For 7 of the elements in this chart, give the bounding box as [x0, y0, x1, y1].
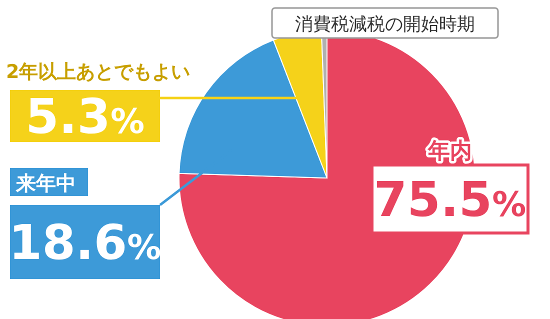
slice-label: 年内 [427, 139, 472, 164]
data-label: 5.3% [25, 89, 145, 145]
slice-label: 来年中 [15, 171, 76, 195]
chart-title: 消費税減税の開始時期 [295, 14, 475, 35]
data-label: 75.5% [374, 172, 526, 228]
slice-label: 2年以上あとでもよい [6, 61, 190, 83]
data-label: 18.6% [8, 215, 162, 271]
